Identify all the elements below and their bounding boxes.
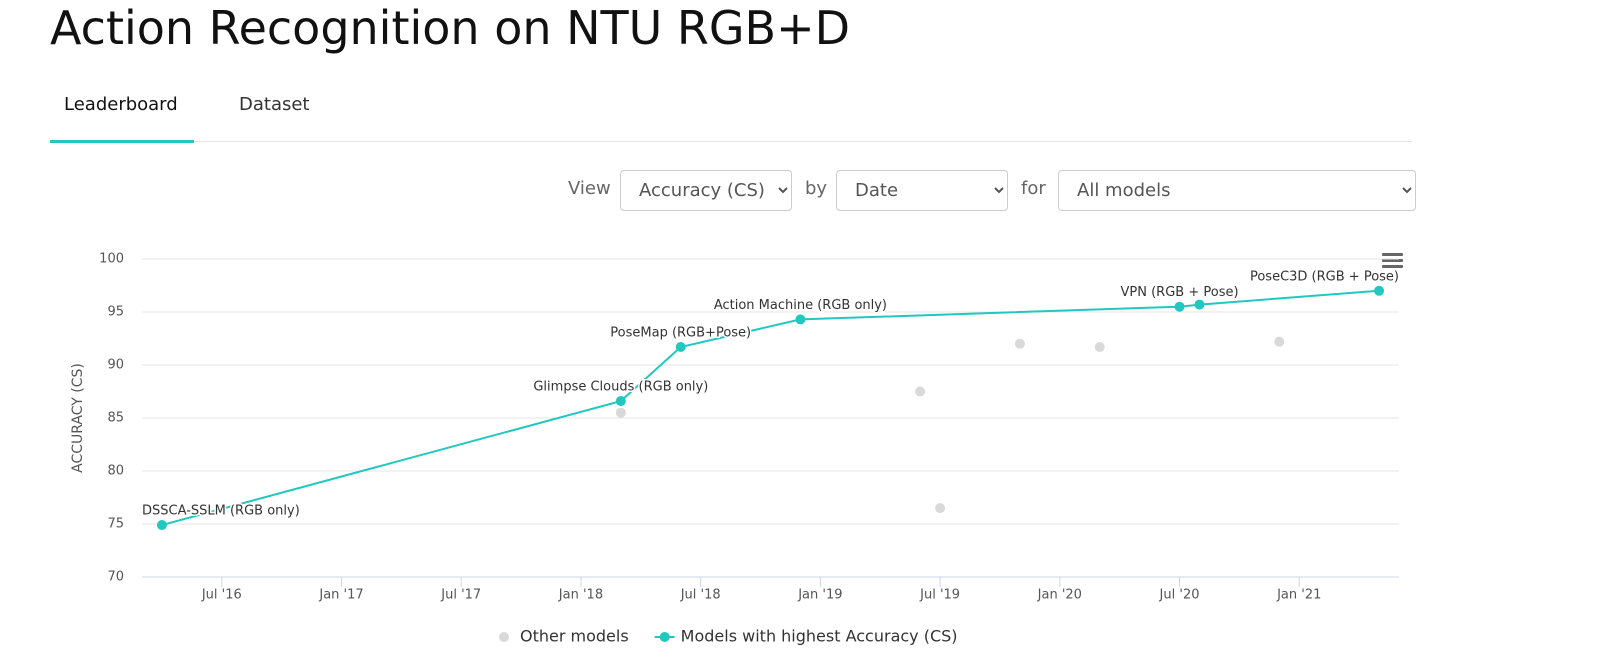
x-tick-label: Jan '21 <box>1276 588 1321 603</box>
y-axis-title: ACCURACY (CS) <box>70 363 86 473</box>
data-point <box>1374 285 1385 296</box>
data-point <box>1094 341 1105 352</box>
y-tick-label: 80 <box>107 464 124 479</box>
y-tick-label: 100 <box>99 252 124 267</box>
by-label: by <box>805 178 828 199</box>
models-select[interactable]: All models <box>1058 170 1416 211</box>
point-label: Glimpse Clouds (RGB only) <box>533 380 708 395</box>
x-tick-label: Jan '17 <box>318 588 363 603</box>
point-label: DSSCA-SSLM (RGB only) <box>142 504 300 519</box>
data-point <box>1274 336 1285 347</box>
data-point <box>1194 299 1205 310</box>
view-label: View <box>568 178 611 199</box>
data-point <box>156 520 167 531</box>
tab[interactable]: Leaderboard <box>64 94 178 115</box>
data-point <box>935 503 946 514</box>
point-label: VPN (RGB + Pose) <box>1121 285 1239 300</box>
data-point <box>1014 338 1025 349</box>
data-point <box>1174 301 1185 312</box>
point-label: PoseMap (RGB+Pose) <box>610 325 751 340</box>
y-tick-label: 95 <box>107 305 124 320</box>
page-title: Action Recognition on NTU RGB+D <box>50 1 851 55</box>
legend-label: Models with highest Accuracy (CS) <box>681 627 958 646</box>
legend-marker <box>499 632 509 642</box>
legend-label: Other models <box>520 627 629 646</box>
point-label: Action Machine (RGB only) <box>714 298 887 313</box>
menu-icon[interactable] <box>1382 253 1403 268</box>
x-tick-label: Jul '20 <box>1159 588 1200 603</box>
data-point <box>675 341 686 352</box>
legend-marker <box>659 632 670 642</box>
tab[interactable]: Dataset <box>239 94 310 115</box>
x-tick-label: Jul '18 <box>680 588 721 603</box>
tab-divider <box>50 141 1412 142</box>
data-point <box>795 314 806 325</box>
x-tick-label: Jan '19 <box>797 588 842 603</box>
for-label: for <box>1021 178 1046 199</box>
data-point <box>615 396 626 407</box>
y-tick-label: 75 <box>107 517 124 532</box>
x-tick-label: Jul '19 <box>919 588 960 603</box>
metric-select[interactable]: Accuracy (CS) <box>620 170 792 211</box>
x-tick-label: Jul '16 <box>201 588 242 603</box>
series-line <box>161 289 1380 527</box>
y-tick-label: 70 <box>107 570 124 585</box>
x-select[interactable]: Date <box>836 170 1008 211</box>
active-tab-indicator <box>50 140 194 143</box>
point-label: PoseC3D (RGB + Pose) <box>1250 269 1399 284</box>
x-tick-label: Jan '18 <box>558 588 603 603</box>
x-tick-label: Jul '17 <box>440 588 481 603</box>
data-point <box>615 407 626 418</box>
data-point <box>915 386 926 397</box>
x-tick-label: Jan '20 <box>1037 588 1082 603</box>
y-tick-label: 85 <box>107 411 124 426</box>
y-tick-label: 90 <box>107 358 124 373</box>
